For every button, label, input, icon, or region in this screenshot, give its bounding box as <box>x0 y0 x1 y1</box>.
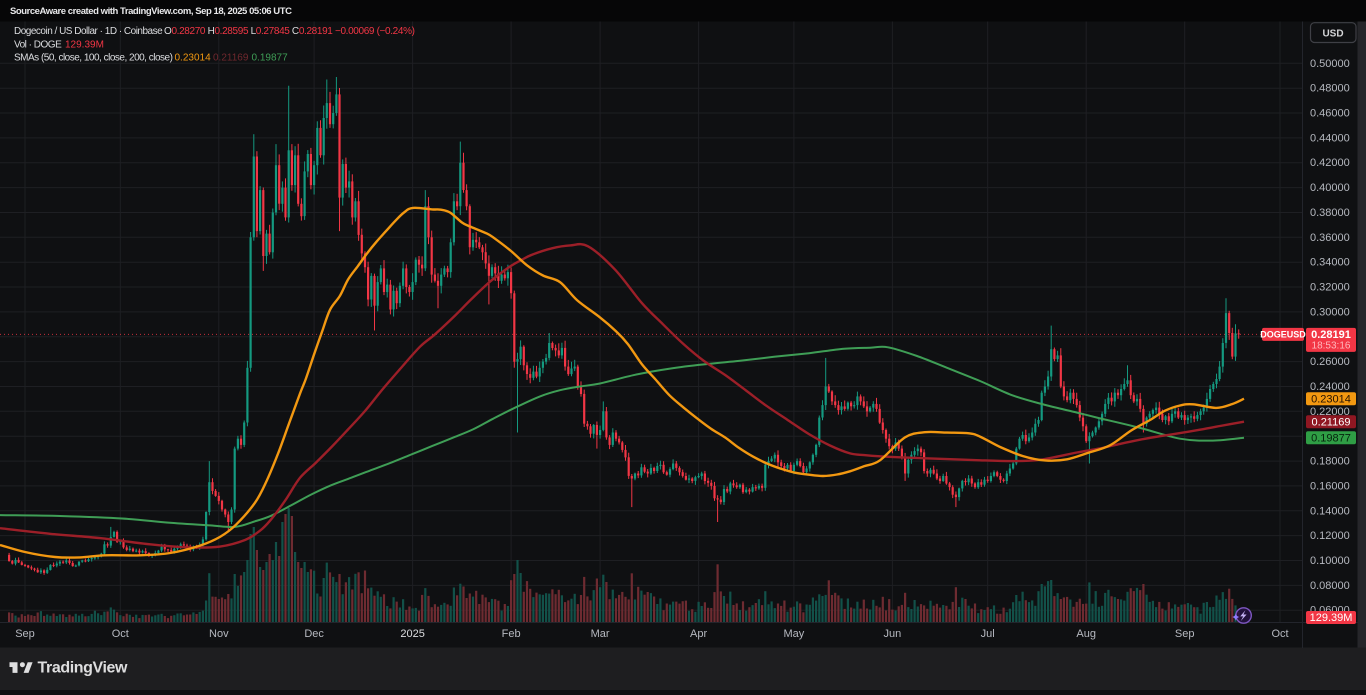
svg-text:0.50000: 0.50000 <box>1310 58 1350 70</box>
svg-text:0.21169: 0.21169 <box>1312 416 1351 428</box>
svg-text:0.26000: 0.26000 <box>1310 356 1350 368</box>
svg-text:0.21169: 0.21169 <box>213 53 249 64</box>
svg-text:Vol · DOGE: Vol · DOGE <box>14 40 62 51</box>
svg-text:DOGEUSD: DOGEUSD <box>1260 330 1306 340</box>
svg-text:0.14000: 0.14000 <box>1310 505 1350 517</box>
svg-text:Aug: Aug <box>1076 628 1096 640</box>
svg-text:0.28191: 0.28191 <box>1311 329 1351 341</box>
svg-text:TradingView: TradingView <box>38 660 129 677</box>
svg-text:USD: USD <box>1322 28 1343 39</box>
svg-text:0.23014: 0.23014 <box>175 53 212 64</box>
svg-text:0.38000: 0.38000 <box>1310 207 1350 219</box>
svg-text:0.44000: 0.44000 <box>1310 132 1350 144</box>
svg-text:0.24000: 0.24000 <box>1310 381 1350 393</box>
svg-text:0.46000: 0.46000 <box>1310 108 1350 120</box>
svg-text:0.18000: 0.18000 <box>1310 456 1350 468</box>
svg-text:0.48000: 0.48000 <box>1310 83 1350 95</box>
svg-text:Nov: Nov <box>209 628 229 640</box>
svg-text:May: May <box>784 628 805 640</box>
svg-text:Apr: Apr <box>690 628 707 640</box>
svg-text:Dogecoin / US Dollar · 1D · Co: Dogecoin / US Dollar · 1D · Coinbase <box>14 26 163 37</box>
svg-text:0.36000: 0.36000 <box>1310 232 1350 244</box>
svg-text:0.30000: 0.30000 <box>1310 306 1350 318</box>
svg-text:18:53:16: 18:53:16 <box>1312 341 1351 352</box>
svg-text:Mar: Mar <box>591 628 610 640</box>
svg-text:2025: 2025 <box>400 628 424 640</box>
svg-text:0.40000: 0.40000 <box>1310 182 1350 194</box>
svg-text:0.19877: 0.19877 <box>252 53 289 64</box>
svg-text:Sep: Sep <box>1175 628 1195 640</box>
svg-text:0.23014: 0.23014 <box>1311 393 1351 405</box>
svg-text:129.39M: 129.39M <box>1310 612 1353 624</box>
svg-text:Dec: Dec <box>304 628 324 640</box>
svg-text:0.19877: 0.19877 <box>1311 432 1351 444</box>
svg-text:129.39M: 129.39M <box>65 40 104 51</box>
svg-text:SourceAware created with Tradi: SourceAware created with TradingView.com… <box>10 6 292 17</box>
svg-text:O0.28270 H0.28595 L0.27845 C0.: O0.28270 H0.28595 L0.27845 C0.28191 −0.0… <box>164 26 415 37</box>
svg-text:Jun: Jun <box>884 628 902 640</box>
svg-text:Feb: Feb <box>502 628 521 640</box>
svg-text:Oct: Oct <box>1271 628 1288 640</box>
svg-text:0.32000: 0.32000 <box>1310 282 1350 294</box>
svg-text:0.42000: 0.42000 <box>1310 157 1350 169</box>
svg-text:0.16000: 0.16000 <box>1310 480 1350 492</box>
svg-text:0.08000: 0.08000 <box>1310 580 1350 592</box>
svg-text:Oct: Oct <box>112 628 129 640</box>
svg-text:0.34000: 0.34000 <box>1310 257 1350 269</box>
svg-text:SMAs (50, close, 100, close, 2: SMAs (50, close, 100, close, 200, close) <box>14 53 173 64</box>
svg-text:0.12000: 0.12000 <box>1310 530 1350 542</box>
svg-text:Sep: Sep <box>15 628 35 640</box>
svg-text:Jul: Jul <box>981 628 995 640</box>
svg-text:0.10000: 0.10000 <box>1310 555 1350 567</box>
